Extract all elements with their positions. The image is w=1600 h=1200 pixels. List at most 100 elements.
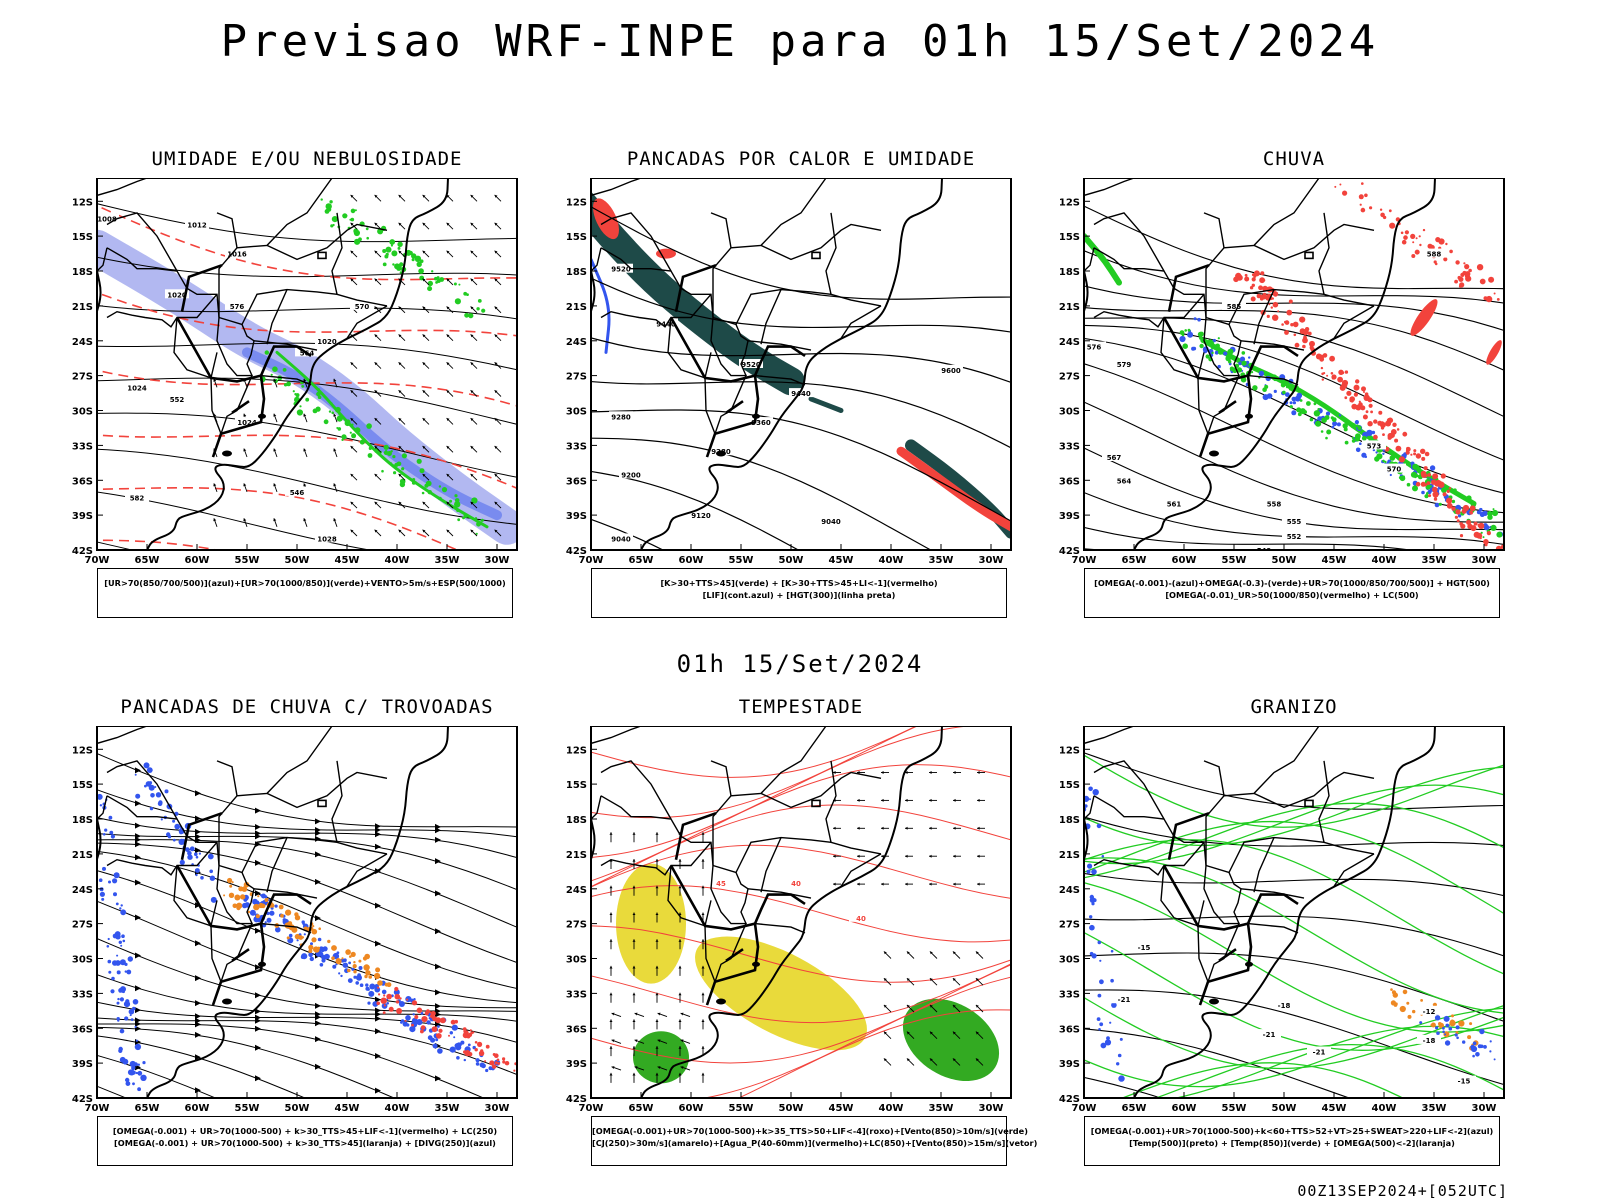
lon-tick-label: 50W bbox=[1272, 555, 1297, 566]
contour-label: 1020 bbox=[167, 291, 187, 299]
lon-tick-label: 40W bbox=[385, 555, 410, 566]
lon-tick-label: 65W bbox=[135, 555, 160, 566]
contour-label: 1008 bbox=[97, 216, 117, 224]
contour-label: 1028 bbox=[317, 535, 337, 543]
contour-label: 1024 bbox=[127, 384, 147, 392]
chuva-legend: [OMEGA(-0.001)-(azul)+OMEGA(-0.3)-(verde… bbox=[1084, 568, 1500, 618]
lat-tick-label: 27S bbox=[72, 372, 93, 383]
lat-tick-label: 24S bbox=[1059, 337, 1080, 348]
main-title: Previsao WRF-INPE para 01h 15/Set/2024 bbox=[220, 16, 1380, 67]
lon-tick-label: 60W bbox=[185, 555, 210, 566]
calor-panel-title: PANCADAS POR CALOR E UMIDADE bbox=[626, 148, 976, 170]
lat-tick-label: 21S bbox=[566, 302, 587, 313]
granizo-panel-title: GRANIZO bbox=[1250, 696, 1338, 718]
legend-line: [LIF](cont.azul) + [HGT(300)](linha pret… bbox=[702, 590, 896, 600]
lon-tick-label: 40W bbox=[879, 1103, 904, 1114]
contour-label: 570 bbox=[1387, 466, 1402, 474]
lon-tick-label: 50W bbox=[1272, 1103, 1297, 1114]
lon-tick-label: 55W bbox=[729, 1103, 754, 1114]
contour-label: -21 bbox=[1313, 1049, 1326, 1057]
lat-tick-label: 21S bbox=[566, 850, 587, 861]
lon-tick-label: 60W bbox=[1172, 1103, 1197, 1114]
lat-tick-label: 36S bbox=[72, 1024, 93, 1035]
lat-tick-label: 24S bbox=[72, 885, 93, 896]
contour-label: 552 bbox=[1287, 533, 1302, 541]
lat-tick-label: 36S bbox=[566, 1024, 587, 1035]
contour-label: 573 bbox=[1367, 442, 1382, 450]
lat-tick-label: 36S bbox=[566, 476, 587, 487]
contour-label: -18 bbox=[1423, 1037, 1436, 1045]
lon-tick-label: 30W bbox=[485, 555, 510, 566]
umidade-panel-title: UMIDADE E/OU NEBULOSIDADE bbox=[151, 148, 463, 170]
contour-label: 45 bbox=[716, 880, 726, 888]
lat-tick-label: 33S bbox=[566, 441, 587, 452]
lon-tick-label: 55W bbox=[1222, 555, 1247, 566]
lat-tick-label: 30S bbox=[72, 407, 93, 418]
lat-tick-label: 15S bbox=[1059, 232, 1080, 243]
lat-tick-label: 12S bbox=[72, 745, 93, 756]
lat-tick-label: 24S bbox=[1059, 885, 1080, 896]
calor-legend: [K>30+TTS>45](verde) + [K>30+TTS>45+LI<-… bbox=[591, 568, 1007, 618]
lat-tick-label: 24S bbox=[72, 337, 93, 348]
lat-tick-label: 36S bbox=[1059, 1024, 1080, 1035]
tempestade-panel-title: TEMPESTADE bbox=[738, 696, 864, 718]
contour-label: 9600 bbox=[941, 367, 961, 375]
contour-label: 564 bbox=[1117, 477, 1132, 485]
contour-label: 9040 bbox=[821, 518, 841, 526]
legend-line: [OMEGA(-0.001) + UR>70(1000-500) + k>30_… bbox=[112, 1126, 498, 1136]
lat-tick-label: 24S bbox=[566, 885, 587, 896]
contour-label: 549 bbox=[1257, 547, 1272, 555]
lat-tick-label: 18S bbox=[566, 267, 587, 278]
calor-map: 9600952094409360928092009120904095209440… bbox=[566, 178, 1012, 566]
legend-line: [OMEGA(-0.001)+UR>70(1000-500)+k<60+TTS>… bbox=[1090, 1126, 1494, 1136]
lat-tick-label: 18S bbox=[1059, 267, 1080, 278]
contour-label: -15 bbox=[1458, 1078, 1471, 1086]
run-info-footer: 00Z13SEP2024+[052UTC] bbox=[1297, 1182, 1508, 1200]
contour-label: 9120 bbox=[691, 512, 711, 520]
contour-label: 9520 bbox=[741, 361, 761, 369]
lat-tick-label: 15S bbox=[1059, 780, 1080, 791]
valid-time-subtitle: 01h 15/Set/2024 bbox=[676, 650, 924, 678]
lat-tick-label: 33S bbox=[1059, 989, 1080, 1000]
lon-tick-label: 40W bbox=[385, 1103, 410, 1114]
lon-tick-label: 30W bbox=[979, 555, 1004, 566]
lon-tick-label: 30W bbox=[485, 1103, 510, 1114]
lat-tick-label: 42S bbox=[1059, 546, 1080, 557]
lon-tick-label: 65W bbox=[1122, 555, 1147, 566]
lon-tick-label: 35W bbox=[929, 555, 954, 566]
lat-tick-label: 27S bbox=[72, 920, 93, 931]
lon-tick-label: 65W bbox=[629, 1103, 654, 1114]
lon-tick-label: 45W bbox=[1322, 555, 1347, 566]
tempestade-legend: [OMEGA(-0.001)+UR>70(1000-500)+k>35_TTS>… bbox=[591, 1116, 1037, 1166]
lon-tick-label: 30W bbox=[1472, 1103, 1497, 1114]
lat-tick-label: 42S bbox=[566, 546, 587, 557]
lat-tick-label: 39S bbox=[72, 511, 93, 522]
contour-label: -18 bbox=[1278, 1002, 1291, 1010]
lat-tick-label: 24S bbox=[566, 337, 587, 348]
lon-tick-label: 45W bbox=[1322, 1103, 1347, 1114]
lon-tick-label: 60W bbox=[679, 1103, 704, 1114]
contour-label: 576 bbox=[230, 303, 245, 311]
legend-line: [OMEGA(-0.001) + UR>70(1000-500) + k>30_… bbox=[114, 1138, 496, 1148]
lat-tick-label: 18S bbox=[1059, 815, 1080, 826]
lon-tick-label: 70W bbox=[85, 555, 110, 566]
lat-tick-label: 12S bbox=[72, 197, 93, 208]
contour-label: 555 bbox=[1287, 518, 1302, 526]
lon-tick-label: 45W bbox=[335, 555, 360, 566]
contour-label: 570 bbox=[355, 303, 370, 311]
lon-tick-label: 55W bbox=[729, 555, 754, 566]
contour-label: 9440 bbox=[791, 390, 811, 398]
lat-tick-label: 18S bbox=[566, 815, 587, 826]
lon-tick-label: 65W bbox=[1122, 1103, 1147, 1114]
lat-tick-label: 27S bbox=[566, 920, 587, 931]
trovoadas-map-frame bbox=[96, 726, 518, 1099]
lat-tick-label: 39S bbox=[1059, 1059, 1080, 1070]
lat-tick-label: 33S bbox=[566, 989, 587, 1000]
contour-label: 9040 bbox=[611, 535, 631, 543]
lat-tick-label: 12S bbox=[1059, 745, 1080, 756]
tempestade-map-frame bbox=[590, 726, 1012, 1099]
lon-tick-label: 35W bbox=[1422, 555, 1447, 566]
contour-label: -21 bbox=[1263, 1031, 1276, 1039]
lon-tick-label: 35W bbox=[929, 1103, 954, 1114]
